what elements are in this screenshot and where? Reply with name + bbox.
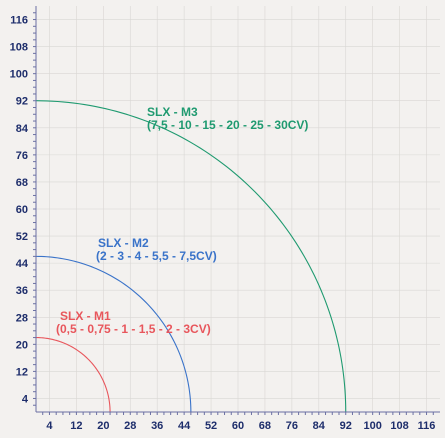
x-tick-label: 108 [390,420,408,432]
y-tick-label: 92 [16,96,28,108]
axes: 4 12 20 28 36 44 52 60 68 76 84 92 100 108 116 4 12 20 28 3… [10,6,440,432]
series-detail-label: (7,5 - 10 - 15 - 20 - 25 - 30CV) [147,118,308,132]
curves [35,100,347,413]
y-tick-label: 44 [16,258,29,270]
series-detail-label: (0,5 - 0,75 - 1 - 1,5 - 2 - 3CV) [56,322,211,336]
x-tick-label: 52 [205,420,217,432]
y-tick-label: 36 [16,285,28,297]
y-tick-label: 20 [16,339,28,351]
y-tick-label: 76 [16,150,28,162]
y-tick-label: 116 [10,15,28,27]
x-tick-label: 12 [70,420,82,432]
x-tick-label: 84 [313,420,326,432]
x-tick-label: 36 [151,420,163,432]
grid [36,6,440,412]
x-tick-label: 4 [46,420,53,432]
y-tick-label: 108 [10,42,28,54]
y-tick-label: 28 [16,312,28,324]
x-tick-label: 68 [259,420,271,432]
y-tick-label: 100 [10,69,28,81]
y-tick-label: 60 [16,204,28,216]
series-labels: SLX - M1(0,5 - 0,75 - 1 - 1,5 - 2 - 3CV)… [56,105,308,336]
y-tick-label: 84 [16,123,29,135]
series-detail-label: (2 - 3 - 4 - 5,5 - 7,5CV) [96,249,217,263]
y-tick-label: 12 [16,366,28,378]
series-curve [35,100,347,413]
series-name-label: SLX - M3 [147,105,198,119]
x-tick-label: 76 [286,420,298,432]
series-name-label: SLX - M1 [60,309,111,323]
y-tick-label: 68 [16,177,28,189]
x-tick-label: 28 [124,420,136,432]
x-tick-label: 92 [340,420,352,432]
series-name-label: SLX - M2 [98,236,149,250]
x-tick-label: 60 [232,420,244,432]
y-tick-label: 52 [16,231,28,243]
x-tick-label: 44 [178,420,191,432]
x-tick-label: 100 [363,420,381,432]
x-tick-label: 116 [418,420,436,432]
series-curve [35,337,111,413]
series-curve [35,255,192,413]
x-tick-label: 20 [97,420,109,432]
y-tick-label: 4 [22,393,29,405]
